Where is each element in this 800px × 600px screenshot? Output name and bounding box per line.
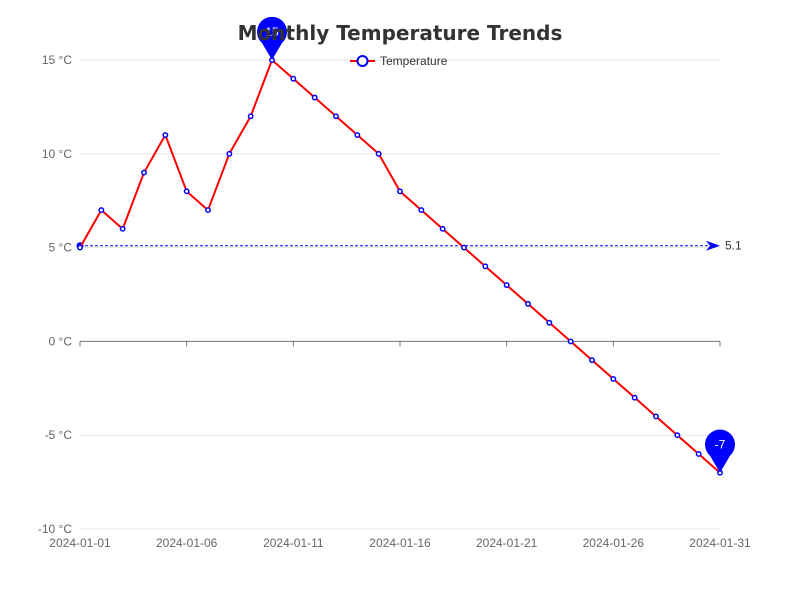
markline-label: 5.1 <box>725 239 742 253</box>
y-tick-label: 15 °C <box>42 53 72 67</box>
data-point <box>354 132 361 138</box>
series-line <box>79 59 721 474</box>
y-tick-label: 5 °C <box>49 241 73 255</box>
data-point <box>653 413 659 420</box>
y-tick-label: -5 °C <box>45 428 73 442</box>
chart-title: Monthly Temperature Trends <box>238 21 563 45</box>
x-tick-label: 2024-01-01 <box>49 536 111 550</box>
mark-point-label: -7 <box>715 438 726 452</box>
data-point <box>567 338 574 345</box>
data-point <box>311 94 318 101</box>
data-point <box>461 244 467 251</box>
mark-points: 15 -7 <box>257 16 735 473</box>
data-point <box>525 300 531 307</box>
data-point <box>162 132 169 138</box>
data-point <box>247 113 254 120</box>
data-point <box>610 375 617 382</box>
data-point <box>205 207 211 214</box>
data-point <box>397 188 403 195</box>
data-point <box>439 225 446 232</box>
y-tick-label: -10 °C <box>38 522 72 536</box>
legend-label: Temperature <box>380 54 448 68</box>
data-point <box>77 244 83 251</box>
data-point <box>226 150 233 157</box>
x-tick-label: 2024-01-11 <box>263 536 324 550</box>
y-tick-label: 0 °C <box>49 334 73 348</box>
data-point <box>503 282 510 289</box>
mark-point-label: 15 <box>265 25 279 39</box>
x-tick-label: 2024-01-31 <box>689 536 751 550</box>
data-point <box>333 113 339 120</box>
data-point <box>98 207 105 214</box>
data-point <box>674 432 681 439</box>
x-tick-label: 2024-01-26 <box>583 536 645 550</box>
data-point <box>695 451 702 457</box>
y-tick-label: 10 °C <box>42 147 72 161</box>
mark-point-pin-icon <box>257 16 287 60</box>
x-axis: 2024-01-01 2024-01-06 2024-01-11 2024-01-16… <box>49 340 751 550</box>
data-point <box>183 188 190 195</box>
data-point <box>546 319 553 326</box>
markline-arrow-icon <box>706 240 720 251</box>
data-point <box>375 150 382 157</box>
mark-point-pin-icon <box>705 429 735 473</box>
data-point <box>141 169 147 176</box>
x-tick-label: 2024-01-16 <box>369 536 431 550</box>
data-point <box>290 75 297 82</box>
x-tick-label: 2024-01-06 <box>156 536 218 550</box>
data-point <box>418 207 425 214</box>
grid-lines: -10 °C -5 °C 0 °C 5 °C 10 °C 15 °C <box>38 53 720 536</box>
average-mark-line: 5.1 <box>76 239 742 253</box>
x-tick-label: 2024-01-21 <box>476 536 538 550</box>
data-point <box>589 357 595 364</box>
legend-marker-icon <box>356 55 369 67</box>
series-temperature <box>77 57 723 476</box>
legend[interactable]: Temperature <box>350 54 448 68</box>
data-point <box>482 263 489 270</box>
data-point <box>631 394 638 401</box>
data-point <box>119 225 126 232</box>
